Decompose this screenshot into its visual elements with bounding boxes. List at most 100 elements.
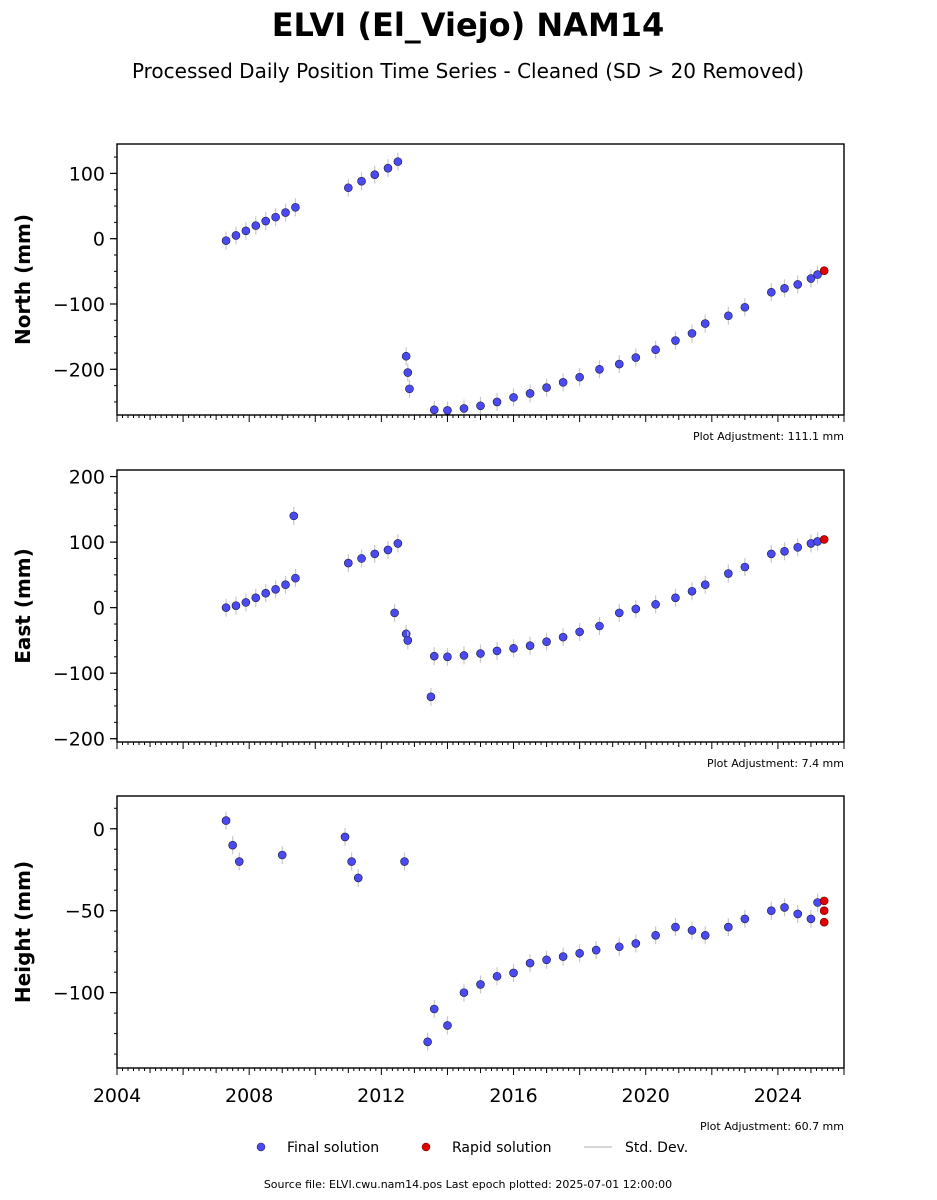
legend-std-label: Std. Dev.: [625, 1140, 688, 1156]
east-final-point: [370, 549, 380, 559]
height-y-tick-label: −100: [53, 983, 105, 1005]
east-final-point: [426, 692, 436, 702]
height-final-point: [459, 988, 469, 997]
east-plot-area: [221, 506, 829, 706]
height-final-point: [400, 857, 409, 866]
east-final-point: [291, 573, 300, 583]
height-final-point: [687, 926, 697, 935]
east-final-point: [459, 651, 469, 660]
legend-final-label: Final solution: [287, 1140, 379, 1156]
east-y-tick-label: −200: [53, 729, 105, 751]
height-axes-frame: [116, 795, 845, 1069]
north-final-point: [357, 176, 366, 186]
height-final-point: [740, 914, 750, 924]
north-y-tick-label: 100: [69, 163, 105, 185]
height-final-point: [651, 930, 660, 940]
north-plot-adjustment: Plot Adjustment: 111.1 mm: [693, 430, 844, 443]
height-y-tick-label: −50: [65, 901, 105, 923]
north-final-point: [700, 319, 710, 328]
east-final-point: [271, 584, 280, 594]
north-final-point: [261, 216, 271, 226]
x-tick-label: 2020: [622, 1085, 670, 1107]
height-y-axis-label: Height (mm): [11, 861, 35, 1003]
north-final-point: [558, 378, 568, 387]
east-final-point: [509, 643, 518, 653]
east-final-point: [492, 646, 502, 656]
x-tick-label: 2024: [754, 1085, 802, 1107]
height-final-point: [340, 832, 350, 842]
east-final-point: [525, 641, 535, 650]
height-final-point: [429, 1004, 439, 1014]
north-final-point: [429, 405, 439, 415]
north-final-point: [383, 163, 393, 173]
x-tick-label: 2012: [357, 1085, 405, 1107]
east-final-point: [793, 543, 803, 552]
north-final-point: [241, 226, 251, 236]
north-final-point: [459, 404, 469, 413]
east-final-point: [651, 600, 660, 609]
height-final-point: [780, 903, 789, 912]
east-final-point: [724, 569, 733, 578]
east-final-point: [631, 604, 641, 614]
north-final-point: [793, 280, 803, 289]
height-final-point: [806, 914, 816, 924]
height-plot-area: [221, 811, 829, 1051]
east-final-point: [390, 608, 399, 618]
north-final-point: [806, 274, 816, 283]
north-final-point: [687, 329, 697, 338]
north-y-axis-label: North (mm): [11, 214, 35, 345]
east-final-point: [403, 636, 413, 645]
north-final-point: [651, 345, 660, 354]
height-final-point: [724, 922, 733, 932]
height-final-point: [234, 857, 244, 866]
height-final-point: [443, 1021, 452, 1030]
height-final-point: [542, 955, 551, 965]
height-final-point: [591, 945, 601, 955]
north-final-point: [542, 383, 551, 392]
east-final-point: [241, 598, 251, 607]
north-final-point: [281, 208, 290, 217]
north-final-point: [780, 284, 789, 293]
north-final-point: [740, 302, 750, 312]
east-final-point: [357, 554, 366, 563]
chart-title: ELVI (El_Viejo) NAM14: [272, 6, 665, 44]
height-final-point: [614, 942, 624, 952]
north-final-point: [405, 384, 414, 394]
north-final-point: [403, 368, 413, 377]
height-final-point: [353, 873, 363, 883]
east-final-point: [221, 603, 231, 612]
north-final-point: [813, 270, 822, 279]
north-axes-frame: [116, 143, 845, 416]
east-final-point: [542, 637, 551, 647]
north-final-point: [344, 183, 353, 193]
legend: Final solution Rapid solution Std. Dev.: [256, 1140, 688, 1156]
east-y-tick-label: 0: [93, 598, 105, 620]
height-final-point: [221, 816, 231, 825]
east-final-point: [393, 539, 403, 548]
north-final-point: [766, 287, 776, 297]
east-final-point: [281, 580, 290, 589]
north-final-point: [291, 203, 300, 212]
height-final-point: [631, 939, 641, 948]
east-final-point: [766, 549, 776, 559]
north-final-point: [393, 157, 403, 166]
north-panel: 100 0 −100 −200 North (mm) Plot Adjustment: 1…: [11, 143, 845, 443]
east-final-point: [687, 586, 697, 596]
height-final-point: [228, 840, 237, 850]
east-final-point: [429, 651, 439, 661]
north-final-point: [221, 236, 231, 245]
north-rapid-point: [819, 266, 829, 275]
footer-source: Source file: ELVI.cwu.nam14.pos Last epo…: [264, 1178, 672, 1191]
east-final-point: [231, 601, 241, 610]
east-final-point: [780, 546, 789, 556]
east-final-point: [344, 558, 353, 568]
east-final-point: [595, 621, 604, 631]
north-final-point: [401, 351, 411, 361]
height-final-point: [575, 949, 584, 958]
height-final-point: [671, 922, 680, 932]
height-final-point: [793, 909, 803, 919]
east-plot-adjustment: Plot Adjustment: 7.4 mm: [707, 757, 844, 770]
legend-final-marker: [256, 1142, 266, 1152]
north-plot-area: [221, 152, 829, 415]
east-final-point: [261, 588, 271, 598]
